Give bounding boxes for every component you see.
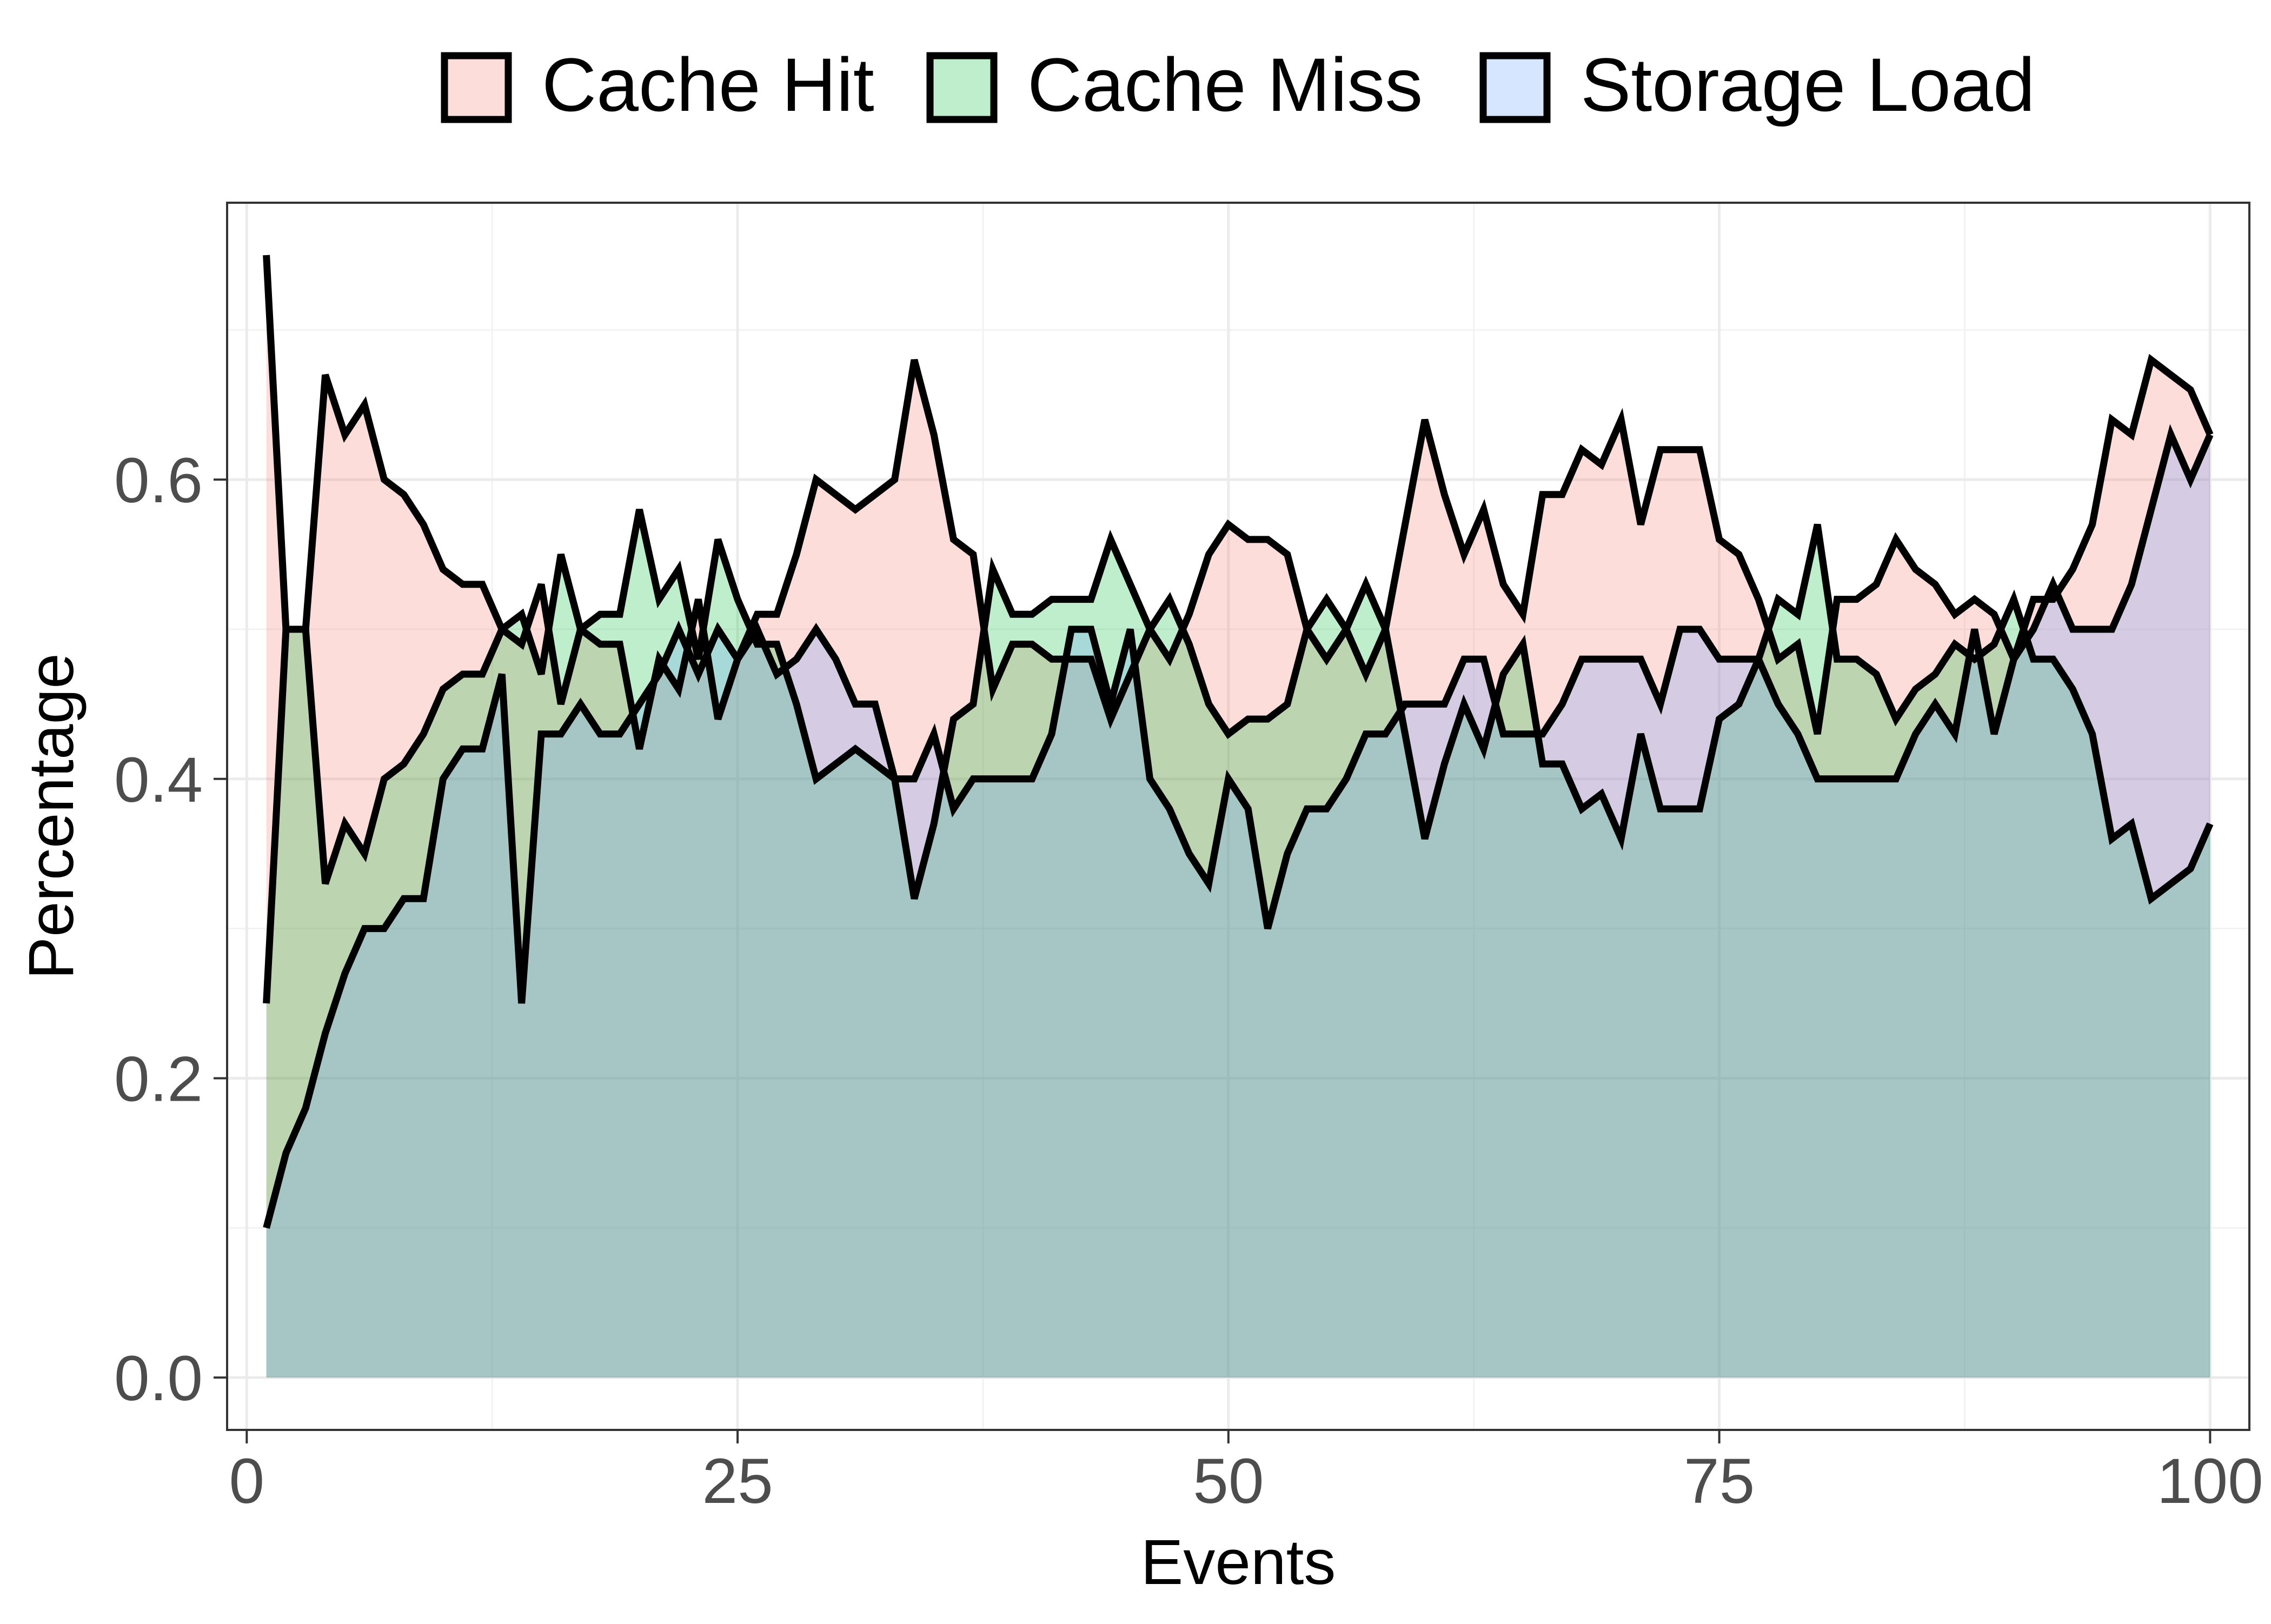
- plot-panel-background: [227, 203, 2249, 1430]
- x-tick-label: 100: [2157, 1446, 2263, 1517]
- legend-key-cache-miss: [926, 52, 998, 123]
- legend-key-storage-load: [1479, 52, 1551, 123]
- x-tick-label: 25: [702, 1446, 773, 1517]
- line-cache-miss: [263, 509, 2214, 1004]
- legend: Cache Hit Cache Miss Storage Load: [441, 42, 2035, 127]
- legend-label-cache-hit: Cache Hit: [542, 42, 874, 127]
- area-cache-miss: [266, 509, 2210, 1378]
- legend-item-storage-load: Storage Load: [1479, 42, 2035, 127]
- y-axis-title: Percentage: [16, 653, 87, 980]
- series-lines: [263, 255, 2214, 1229]
- x-tick-label: 50: [1193, 1446, 1264, 1517]
- y-tick-label: 0.2: [114, 1043, 203, 1115]
- area-storage-load: [266, 435, 2210, 1378]
- legend-item-cache-hit: Cache Hit: [441, 42, 874, 127]
- y-tick-label: 0.6: [114, 445, 203, 516]
- x-axis-title: Events: [1141, 1527, 1336, 1598]
- line-cache-hit: [263, 255, 2214, 750]
- legend-key-cache-hit: [441, 52, 512, 123]
- x-tick-label: 75: [1684, 1446, 1755, 1517]
- grid-lines: [227, 203, 2249, 1430]
- x-axis: 0 25 50 75 100: [229, 1430, 2263, 1517]
- legend-item-cache-miss: Cache Miss: [926, 42, 1423, 127]
- y-axis: 0.0 0.2 0.4 0.6: [114, 445, 227, 1414]
- y-tick-label: 0.0: [114, 1343, 203, 1414]
- legend-label-cache-miss: Cache Miss: [1027, 42, 1423, 127]
- legend-label-storage-load: Storage Load: [1581, 42, 2035, 127]
- area-fills: [266, 255, 2210, 1378]
- y-tick-label: 0.4: [114, 744, 203, 816]
- x-tick-label: 0: [229, 1446, 264, 1517]
- plot-panel-border: [226, 202, 2250, 1431]
- area-cache-hit: [266, 255, 2210, 1378]
- line-storage-load: [263, 424, 2214, 1229]
